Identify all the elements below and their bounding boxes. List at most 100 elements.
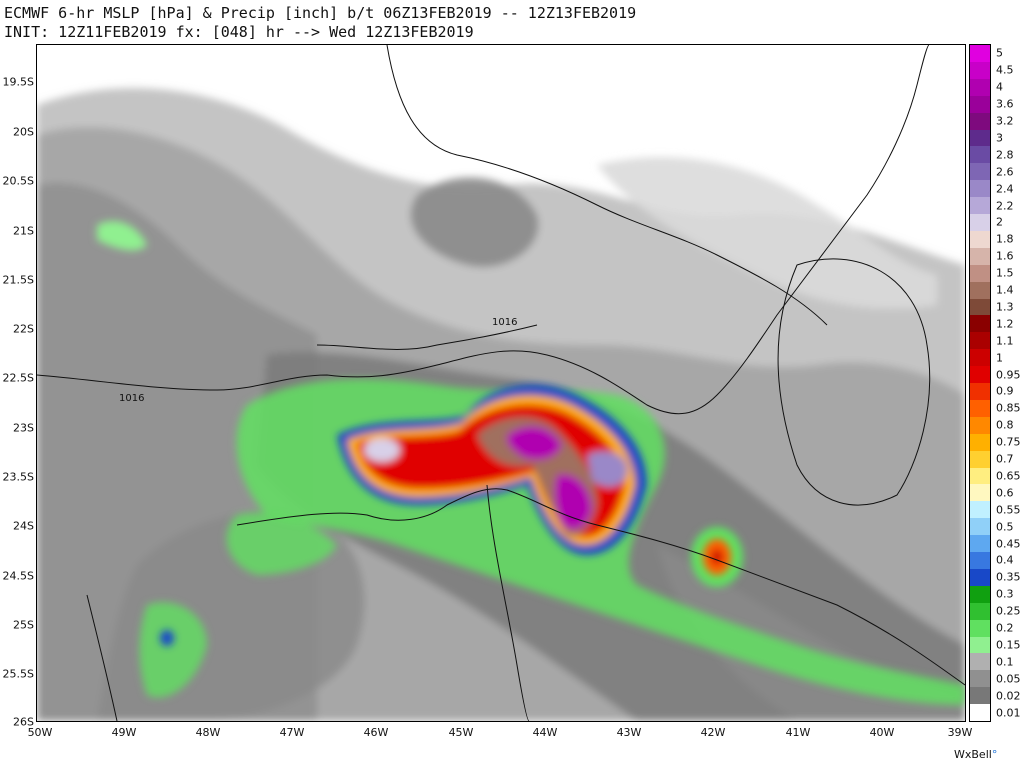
legend-swatch (970, 518, 990, 536)
legend-swatch (970, 247, 990, 266)
lon-label: 41W (785, 726, 811, 739)
legend-swatch (970, 45, 990, 63)
lat-label: 23.5S (2, 470, 34, 484)
legend-swatch (970, 687, 990, 705)
legend-label: 0.1 (996, 655, 1014, 669)
legend-swatch (970, 416, 990, 435)
legend-label: 0.05 (996, 672, 1021, 686)
title-line-2: INIT: 12Z11FEB2019 fx: [048] hr --> Wed … (4, 23, 474, 41)
lon-label: 45W (448, 726, 474, 739)
legend-label: 4.5 (996, 63, 1014, 77)
legend-swatch (970, 146, 990, 164)
legend-swatch (970, 315, 990, 333)
lat-label: 20S (13, 125, 34, 139)
legend-swatch (970, 281, 990, 299)
legend-swatch (970, 383, 990, 401)
legend-label: 0.65 (996, 469, 1021, 483)
legend-label: 0.7 (996, 452, 1014, 466)
coastline (37, 45, 965, 721)
legend-swatch (970, 95, 990, 114)
brand-mark: ° (991, 748, 998, 761)
lon-label: 49W (111, 726, 137, 739)
legend-label: 0.15 (996, 638, 1021, 652)
brand-name: WxBell (954, 748, 992, 761)
legend-label: 4 (996, 80, 1003, 94)
legend-swatch (970, 568, 990, 587)
legend-swatch (970, 585, 990, 604)
legend-label: 0.9 (996, 384, 1014, 398)
legend-label: 5 (996, 46, 1003, 60)
lon-label: 39W (947, 726, 973, 739)
legend-label: 2.4 (996, 182, 1014, 196)
legend-label: 2.8 (996, 148, 1014, 162)
legend-swatch (970, 180, 990, 198)
map-canvas: 1016 1016 (37, 45, 965, 721)
lat-label: 24.5S (2, 569, 34, 583)
legend-label: 2.2 (996, 199, 1014, 213)
lon-label: 47W (279, 726, 305, 739)
legend-swatch (970, 433, 990, 452)
lat-label: 22S (13, 322, 34, 336)
lon-label: 48W (195, 726, 221, 739)
legend-swatch (970, 78, 990, 97)
legend-label: 1.8 (996, 232, 1014, 246)
lat-label: 20.5S (2, 174, 34, 188)
legend-swatch (970, 298, 990, 316)
legend-label: 0.5 (996, 520, 1014, 534)
lat-label: 22.5S (2, 371, 34, 385)
lon-label: 42W (700, 726, 726, 739)
legend-label: 0.55 (996, 503, 1021, 517)
legend-label: 0.01 (996, 706, 1021, 720)
legend-swatch (970, 619, 990, 637)
legend-label: 3.6 (996, 97, 1014, 111)
legend-swatch (970, 264, 990, 283)
legend-label: 0.75 (996, 435, 1021, 449)
legend-label: 0.4 (996, 553, 1014, 567)
legend-label: 1.2 (996, 317, 1014, 331)
legend-label: 1.3 (996, 300, 1014, 314)
legend-swatch (970, 501, 990, 519)
legend-label: 0.3 (996, 587, 1014, 601)
lon-label: 46W (363, 726, 389, 739)
lat-label: 26S (13, 715, 34, 729)
legend-swatch (970, 366, 990, 384)
lon-label: 43W (616, 726, 642, 739)
legend-swatch (970, 704, 990, 722)
legend-swatch (970, 535, 990, 553)
precip-legend (969, 44, 991, 722)
legend-label: 0.6 (996, 486, 1014, 500)
precip-core (160, 384, 731, 646)
legend-label: 1.5 (996, 266, 1014, 280)
legend-swatch (970, 230, 990, 249)
legend-swatch (970, 332, 990, 350)
legend-label: 0.85 (996, 401, 1021, 415)
legend-label: 1.4 (996, 283, 1014, 297)
legend-swatch (970, 552, 990, 570)
legend-swatch (970, 399, 990, 418)
lat-label: 21S (13, 224, 34, 238)
legend-swatch (970, 484, 990, 502)
isobar-label-1: 1016 (492, 317, 517, 328)
legend-label: 0.35 (996, 570, 1021, 584)
legend-swatch (970, 112, 990, 130)
map-title: ECMWF 6-hr MSLP [hPa] & Precip [inch] b/… (4, 4, 636, 42)
legend-swatch (970, 163, 990, 181)
lat-label: 21.5S (2, 273, 34, 287)
legend-swatch (970, 670, 990, 688)
legend-label: 0.02 (996, 689, 1021, 703)
legend-label: 1.6 (996, 249, 1014, 263)
legend-label: 0.25 (996, 604, 1021, 618)
legend-label: 0.2 (996, 621, 1014, 635)
lat-label: 25.5S (2, 667, 34, 681)
legend-label: 0.95 (996, 368, 1021, 382)
legend-swatch (970, 61, 990, 80)
legend-swatch (970, 450, 990, 468)
legend-swatch (970, 349, 990, 367)
lat-label: 23S (13, 421, 34, 435)
lat-label: 19.5S (2, 75, 34, 89)
legend-swatch (970, 467, 990, 485)
legend-swatch (970, 214, 990, 232)
lat-label: 25S (13, 618, 34, 632)
legend-swatch (970, 602, 990, 621)
legend-swatch (970, 636, 990, 654)
